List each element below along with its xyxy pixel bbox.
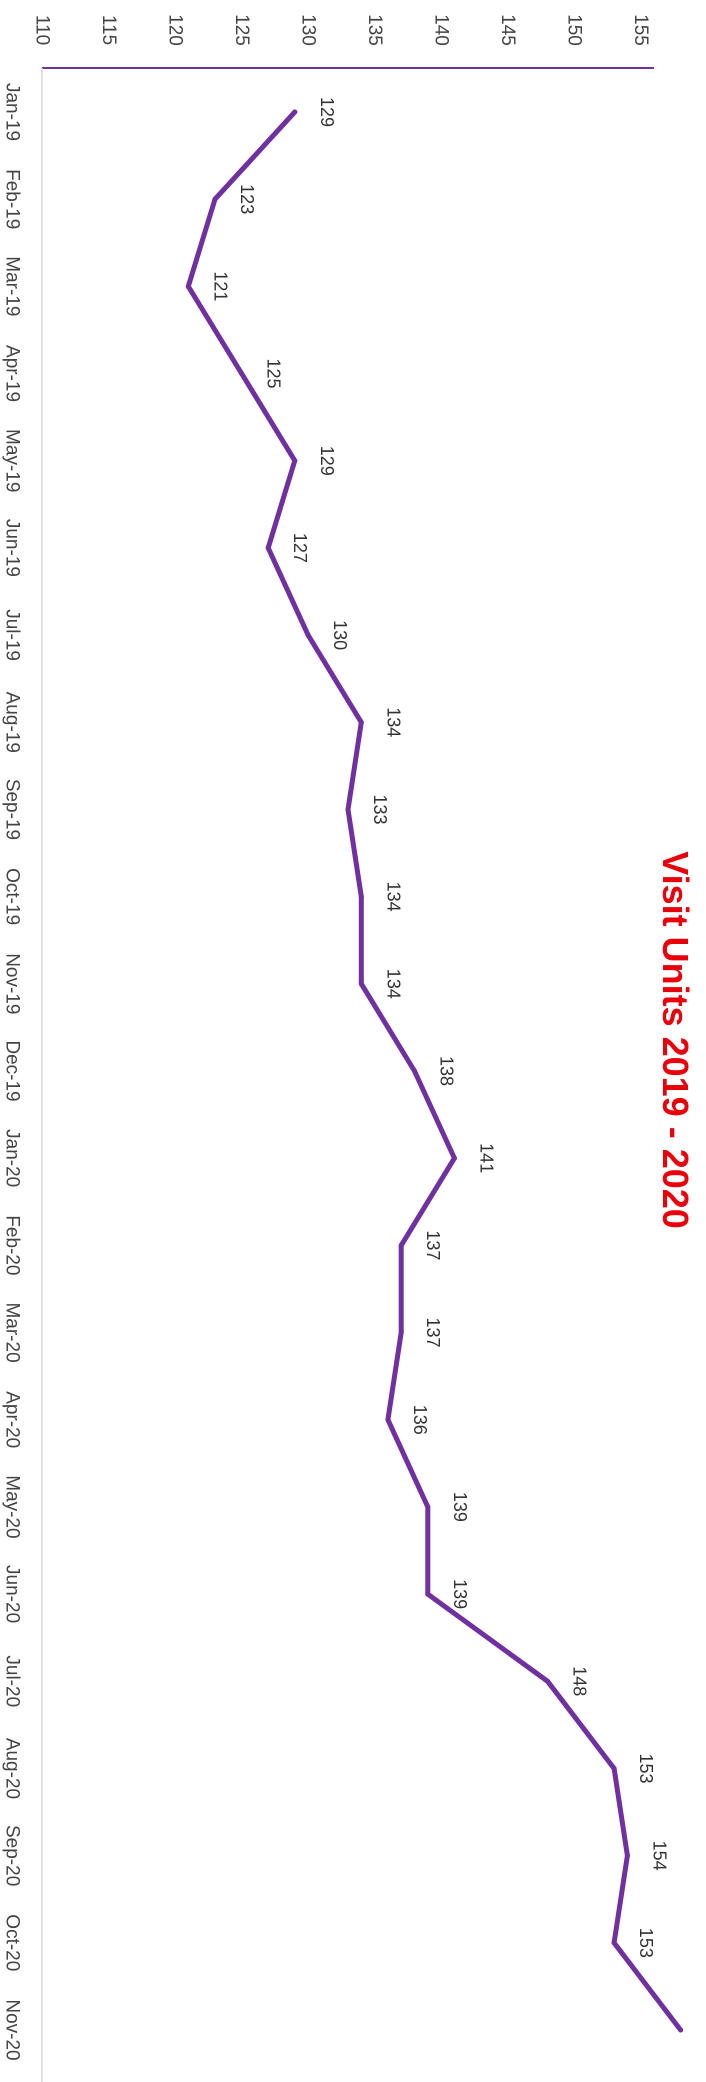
chart-title: Visit Units 2019 - 2020 (655, 851, 696, 1229)
data-label: 123 (237, 184, 257, 214)
category-tick-label: Aug-19 (2, 692, 23, 753)
category-tick-label: Sep-20 (2, 1825, 23, 1886)
data-point (358, 719, 364, 725)
data-point (398, 1330, 404, 1336)
value-tick-label: 150 (564, 14, 585, 46)
data-point (678, 2027, 684, 2033)
value-tick-label: 115 (98, 15, 119, 45)
data-labels: 129 123 121 125 129 127 130 134 133 134 134 138 141 1… (210, 97, 706, 2045)
data-label: 148 (570, 1666, 590, 1696)
data-label: 154 (649, 1841, 669, 1871)
data-point (545, 1678, 551, 1684)
category-axis-ticks: Jan-19 Feb-19 Mar-19 Apr-19 May-19 Jun-19 Jul-… (2, 83, 23, 2061)
category-tick-label: Nov-20 (2, 1999, 23, 2060)
data-label: 133 (370, 794, 390, 824)
data-point (425, 1504, 431, 1510)
value-tick-label: 120 (165, 14, 186, 46)
data-point (212, 196, 218, 202)
data-point (624, 1853, 630, 1859)
value-tick-label: 140 (431, 14, 452, 46)
category-tick-label: Dec-19 (2, 1040, 23, 1101)
data-point (611, 1765, 617, 1771)
data-point (345, 806, 351, 812)
category-tick-label: Apr-20 (2, 1391, 23, 1448)
data-label: 134 (383, 969, 403, 999)
category-tick-label: Jul-20 (2, 1655, 23, 1707)
series-line (185, 109, 684, 2033)
category-tick-label: Nov-19 (2, 953, 23, 1014)
data-point (239, 371, 245, 377)
category-tick-label: Oct-19 (2, 868, 23, 925)
data-point (385, 1417, 391, 1423)
data-label: 121 (210, 271, 230, 301)
value-tick-label: 130 (298, 14, 319, 46)
value-tick-label: 135 (364, 14, 385, 46)
data-label: 127 (290, 533, 310, 563)
data-point (292, 109, 298, 115)
data-points (185, 109, 684, 2033)
data-label: 125 (264, 359, 284, 389)
data-point (451, 1155, 457, 1161)
data-point (265, 545, 271, 551)
data-label: 137 (423, 1318, 443, 1348)
data-point (358, 894, 364, 900)
data-point (358, 981, 364, 987)
category-tick-label: Aug-20 (2, 1738, 23, 1799)
category-tick-label: Jun-20 (2, 1565, 23, 1623)
data-label: 153 (636, 1928, 656, 1958)
data-label: 134 (383, 882, 403, 912)
category-tick-label: May-20 (2, 1475, 23, 1538)
data-point (425, 1591, 431, 1597)
data-point (398, 1242, 404, 1248)
data-label: 158 (703, 2015, 706, 2045)
value-tick-label: 110 (32, 15, 53, 45)
category-tick-label: Jul-19 (2, 609, 23, 661)
category-tick-label: Mar-20 (2, 1302, 23, 1362)
data-point (292, 458, 298, 464)
category-tick-label: Apr-19 (2, 345, 23, 402)
data-point (412, 1068, 418, 1074)
category-tick-label: Jan-19 (2, 83, 23, 141)
data-point (305, 632, 311, 638)
value-tick-label: 125 (231, 14, 252, 46)
data-label: 130 (330, 620, 350, 650)
category-tick-label: Feb-19 (2, 169, 23, 229)
category-tick-label: Jan-20 (2, 1129, 23, 1187)
value-tick-label: 155 (630, 14, 651, 46)
data-label: 139 (450, 1492, 470, 1522)
data-label: 153 (636, 1753, 656, 1783)
data-point (185, 283, 191, 289)
data-label: 129 (317, 446, 337, 476)
data-label: 138 (437, 1056, 457, 1086)
value-axis-ticks: 110 115 120 125 130 135 140 145 150 155 (32, 14, 652, 46)
data-label: 129 (317, 97, 337, 127)
category-tick-label: Feb-20 (2, 1215, 23, 1275)
category-tick-label: Mar-19 (2, 256, 23, 316)
data-label: 137 (423, 1230, 443, 1260)
category-tick-label: Jun-19 (2, 519, 23, 577)
category-tick-label: Oct-20 (2, 1914, 23, 1971)
category-tick-label: Sep-19 (2, 779, 23, 840)
data-label: 141 (476, 1143, 496, 1173)
category-tick-label: May-19 (2, 429, 23, 492)
data-label: 139 (450, 1579, 470, 1609)
value-tick-label: 145 (497, 14, 518, 46)
data-label: 134 (383, 707, 403, 737)
data-point (611, 1940, 617, 1946)
data-label: 136 (410, 1405, 430, 1435)
